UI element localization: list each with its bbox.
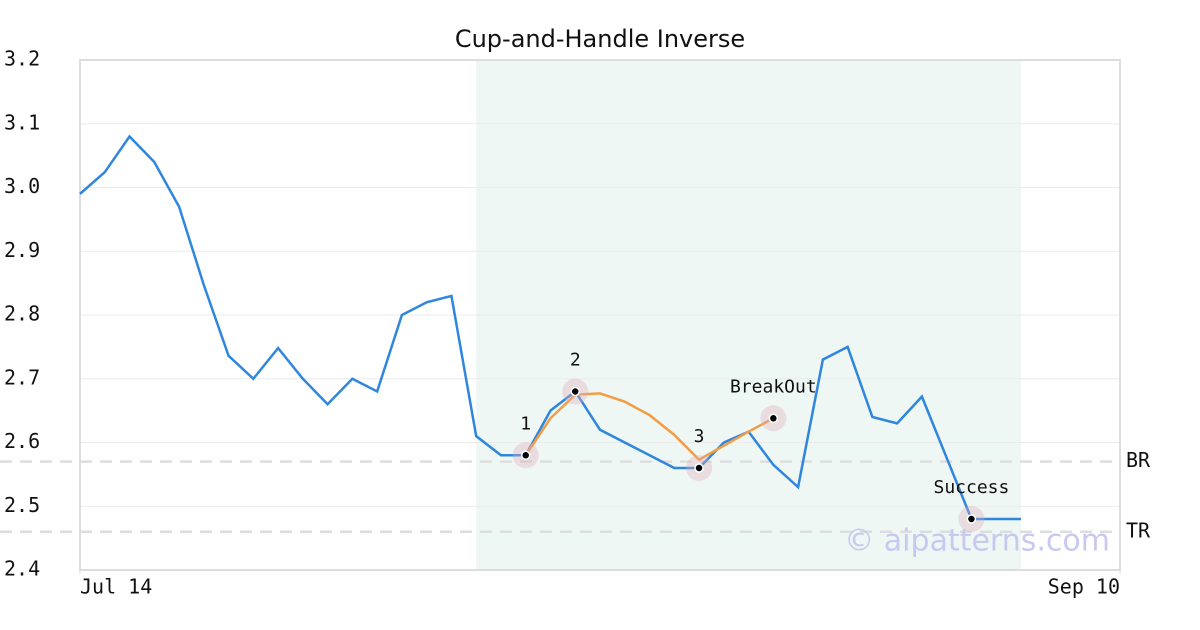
x-tick-label: Jul 14 (80, 575, 152, 599)
point-label: 2 (570, 350, 581, 371)
y-tick-label: 3.2 (4, 47, 40, 71)
y-tick-label: 3.1 (4, 110, 40, 134)
series-line (79, 134, 1021, 521)
y-tick-label: 2.4 (4, 557, 40, 581)
chart-title: Cup-and-Handle Inverse (455, 25, 745, 53)
point-marker (520, 450, 531, 460)
plot-frame (79, 59, 1121, 571)
watermark: © aipatterns.com (844, 524, 1110, 559)
point-marker (966, 514, 977, 524)
y-tick-label: 2.8 (4, 302, 40, 326)
point-marker (570, 386, 580, 397)
y-tick-label: 2.5 (4, 493, 40, 517)
point-label: Success (933, 477, 1009, 498)
y-tick-label: 3.0 (4, 174, 40, 198)
point-marker (694, 463, 704, 473)
x-tick-label: Sep 10 (1048, 575, 1120, 599)
point-marker (768, 413, 779, 424)
level-label: TR (1126, 518, 1151, 542)
series-line (524, 392, 774, 462)
point-label: 1 (520, 413, 531, 434)
level-label: BR (1126, 448, 1151, 472)
y-tick-label: 2.7 (4, 365, 40, 389)
y-tick-label: 2.9 (4, 238, 40, 262)
point-label: 3 (694, 426, 705, 447)
y-tick-label: 2.6 (4, 429, 40, 453)
point-label: BreakOut (730, 376, 817, 397)
